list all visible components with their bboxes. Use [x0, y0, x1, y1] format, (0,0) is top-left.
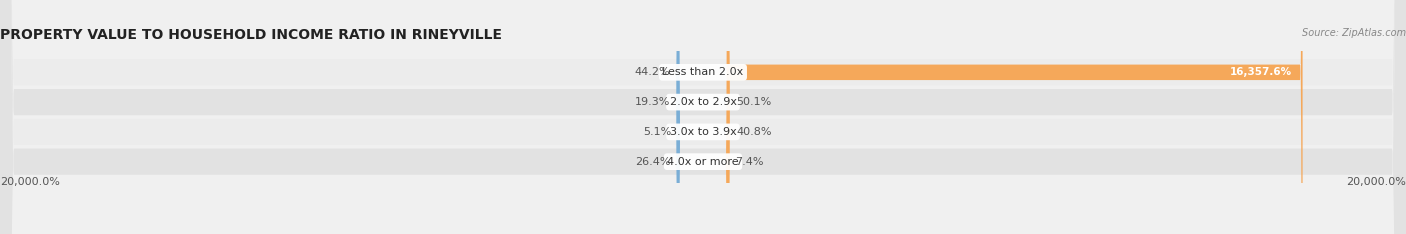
Text: 40.8%: 40.8% — [737, 127, 772, 137]
Text: 20,000.0%: 20,000.0% — [0, 177, 60, 187]
Text: Source: ZipAtlas.com: Source: ZipAtlas.com — [1302, 28, 1406, 38]
FancyBboxPatch shape — [728, 0, 1302, 234]
Text: 5.1%: 5.1% — [643, 127, 671, 137]
FancyBboxPatch shape — [676, 0, 681, 234]
Text: 3.0x to 3.9x: 3.0x to 3.9x — [669, 127, 737, 137]
Text: 7.4%: 7.4% — [735, 157, 763, 167]
Text: 20,000.0%: 20,000.0% — [1346, 177, 1406, 187]
Text: 19.3%: 19.3% — [636, 97, 671, 107]
Legend: Without Mortgage, With Mortgage: Without Mortgage, With Mortgage — [582, 230, 824, 234]
Text: 2.0x to 2.9x: 2.0x to 2.9x — [669, 97, 737, 107]
Text: PROPERTY VALUE TO HOUSEHOLD INCOME RATIO IN RINEYVILLE: PROPERTY VALUE TO HOUSEHOLD INCOME RATIO… — [0, 28, 502, 42]
FancyBboxPatch shape — [727, 0, 730, 234]
Text: 4.0x or more: 4.0x or more — [668, 157, 738, 167]
FancyBboxPatch shape — [676, 0, 679, 234]
FancyBboxPatch shape — [727, 0, 730, 234]
Text: 44.2%: 44.2% — [634, 67, 669, 77]
Text: 50.1%: 50.1% — [737, 97, 772, 107]
Text: Less than 2.0x: Less than 2.0x — [662, 67, 744, 77]
Text: 16,357.6%: 16,357.6% — [1230, 67, 1292, 77]
FancyBboxPatch shape — [676, 0, 679, 234]
FancyBboxPatch shape — [725, 0, 730, 234]
FancyBboxPatch shape — [676, 0, 681, 234]
Text: 26.4%: 26.4% — [636, 157, 671, 167]
